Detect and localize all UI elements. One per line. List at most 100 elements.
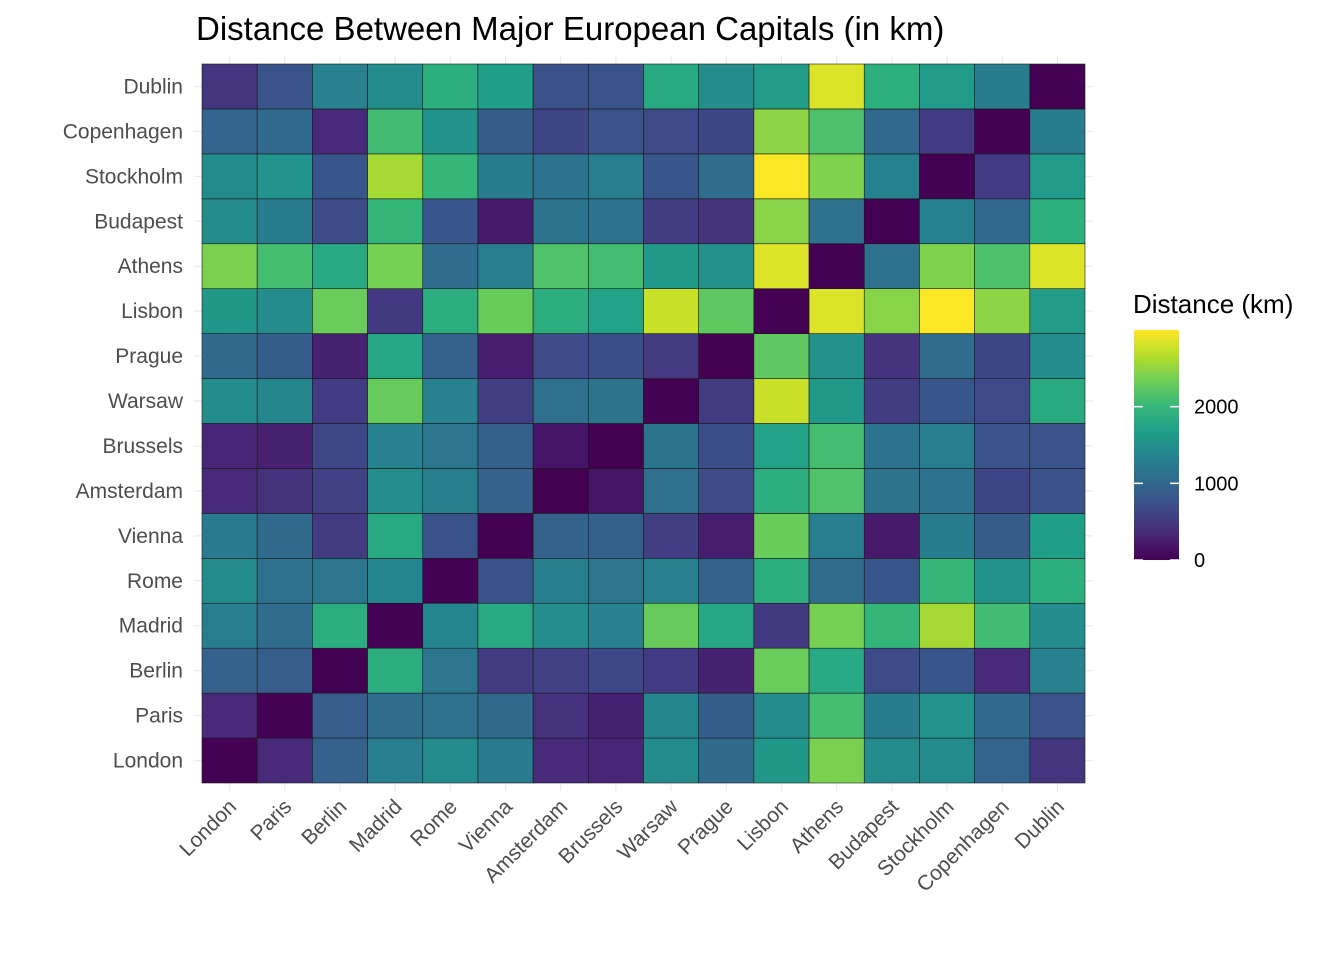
heatmap-cell <box>477 333 534 379</box>
heatmap-cell <box>698 198 755 245</box>
heatmap-cell <box>312 558 368 604</box>
heatmap-cell <box>588 333 644 379</box>
heatmap-cell <box>477 602 534 649</box>
heatmap-cell <box>256 423 313 469</box>
heatmap-cell <box>312 423 368 469</box>
heatmap-cell <box>256 63 313 110</box>
heatmap-cell <box>312 647 368 694</box>
heatmap-cell <box>367 243 424 289</box>
heatmap-cell <box>532 243 589 289</box>
heatmap-cell <box>1029 647 1086 694</box>
heatmap-cell <box>477 513 534 559</box>
heatmap-cell <box>1029 153 1086 200</box>
heatmap-cell <box>808 333 865 379</box>
heatmap-cell <box>808 513 865 559</box>
heatmap-cell <box>1029 198 1086 245</box>
heatmap-cell <box>753 647 810 694</box>
heatmap-cell <box>919 602 975 649</box>
heatmap-cell <box>643 378 699 424</box>
heatmap-cell <box>532 423 589 469</box>
y-tick-label: Brussels <box>102 435 183 458</box>
heatmap-cell <box>698 513 755 559</box>
heatmap-cell <box>312 378 368 424</box>
heatmap-cell <box>256 243 313 289</box>
heatmap-cell <box>808 737 865 784</box>
x-tick-label: Madrid <box>345 795 407 857</box>
heatmap-cell <box>422 513 479 559</box>
heatmap-cell <box>753 63 810 110</box>
heatmap-cell <box>698 333 755 379</box>
heatmap-cell <box>698 468 755 514</box>
heatmap-cell <box>863 288 920 334</box>
heatmap-cell <box>312 602 368 649</box>
y-tick-label: Paris <box>135 705 183 728</box>
heatmap-cell <box>422 378 479 424</box>
heatmap-cell <box>477 737 534 784</box>
heatmap-cell <box>588 423 644 469</box>
heatmap-cell <box>974 602 1031 649</box>
heatmap-cell <box>698 288 755 334</box>
heatmap-cell <box>367 513 424 559</box>
heatmap-cell <box>588 737 644 784</box>
heatmap-cell <box>422 198 479 245</box>
heatmap-cell <box>974 243 1031 289</box>
heatmap-cell <box>422 333 479 379</box>
heatmap-cell <box>974 288 1031 334</box>
heatmap-cell <box>256 468 313 514</box>
heatmap-cell <box>919 513 975 559</box>
heatmap-cell <box>367 288 424 334</box>
heatmap-cell <box>256 153 313 200</box>
heatmap-cell <box>367 108 424 155</box>
heatmap-cell <box>422 153 479 200</box>
x-tick-label: Warsaw <box>613 795 683 865</box>
heatmap-cell <box>863 737 920 784</box>
heatmap-cell <box>477 378 534 424</box>
heatmap-cell <box>422 468 479 514</box>
heatmap-cell <box>588 243 644 289</box>
heatmap-cell <box>919 468 975 514</box>
heatmap-cell <box>919 692 975 739</box>
heatmap-cell <box>808 647 865 694</box>
heatmap-cell <box>256 737 313 784</box>
heatmap-cell <box>1029 423 1086 469</box>
heatmap-cell <box>643 243 699 289</box>
heatmap-cell <box>753 288 810 334</box>
heatmap-cell <box>367 198 424 245</box>
x-tick-label: Lisbon <box>733 795 793 855</box>
heatmap-cell <box>919 198 975 245</box>
heatmap-cell <box>532 63 589 110</box>
heatmap-cell <box>422 692 479 739</box>
heatmap-cell <box>919 63 975 110</box>
heatmap-cell <box>477 198 534 245</box>
heatmap-cell <box>753 333 810 379</box>
heatmap-cell <box>974 513 1031 559</box>
heatmap-cell <box>974 378 1031 424</box>
heatmap-cell <box>477 423 534 469</box>
heatmap-cell <box>422 288 479 334</box>
heatmap-cell <box>588 647 644 694</box>
heatmap-cell <box>808 378 865 424</box>
heatmap-cell <box>256 108 313 155</box>
heatmap-cell <box>532 288 589 334</box>
heatmap-cell <box>312 692 368 739</box>
heatmap-cell <box>201 288 258 334</box>
heatmap-cell <box>808 423 865 469</box>
heatmap-cell <box>532 647 589 694</box>
heatmap-cell <box>643 423 699 469</box>
heatmap-cell <box>201 468 258 514</box>
heatmap-cell <box>919 333 975 379</box>
heatmap-cell <box>532 602 589 649</box>
x-tick-label: Prague <box>674 795 738 859</box>
heatmap-cell <box>477 288 534 334</box>
y-tick-label: Berlin <box>129 660 183 683</box>
heatmap-cell <box>477 63 534 110</box>
heatmap-cell <box>312 513 368 559</box>
heatmap-cell <box>808 288 865 334</box>
heatmap-cell <box>201 558 258 604</box>
heatmap-cell <box>974 108 1031 155</box>
y-tick-label: Prague <box>115 345 183 368</box>
heatmap-cell <box>643 692 699 739</box>
y-axis-tick-labels: London Paris Berlin Madrid Rome Vienna Amsterd… <box>63 76 184 773</box>
heatmap-cell <box>588 378 644 424</box>
heatmap-cell <box>1029 468 1086 514</box>
